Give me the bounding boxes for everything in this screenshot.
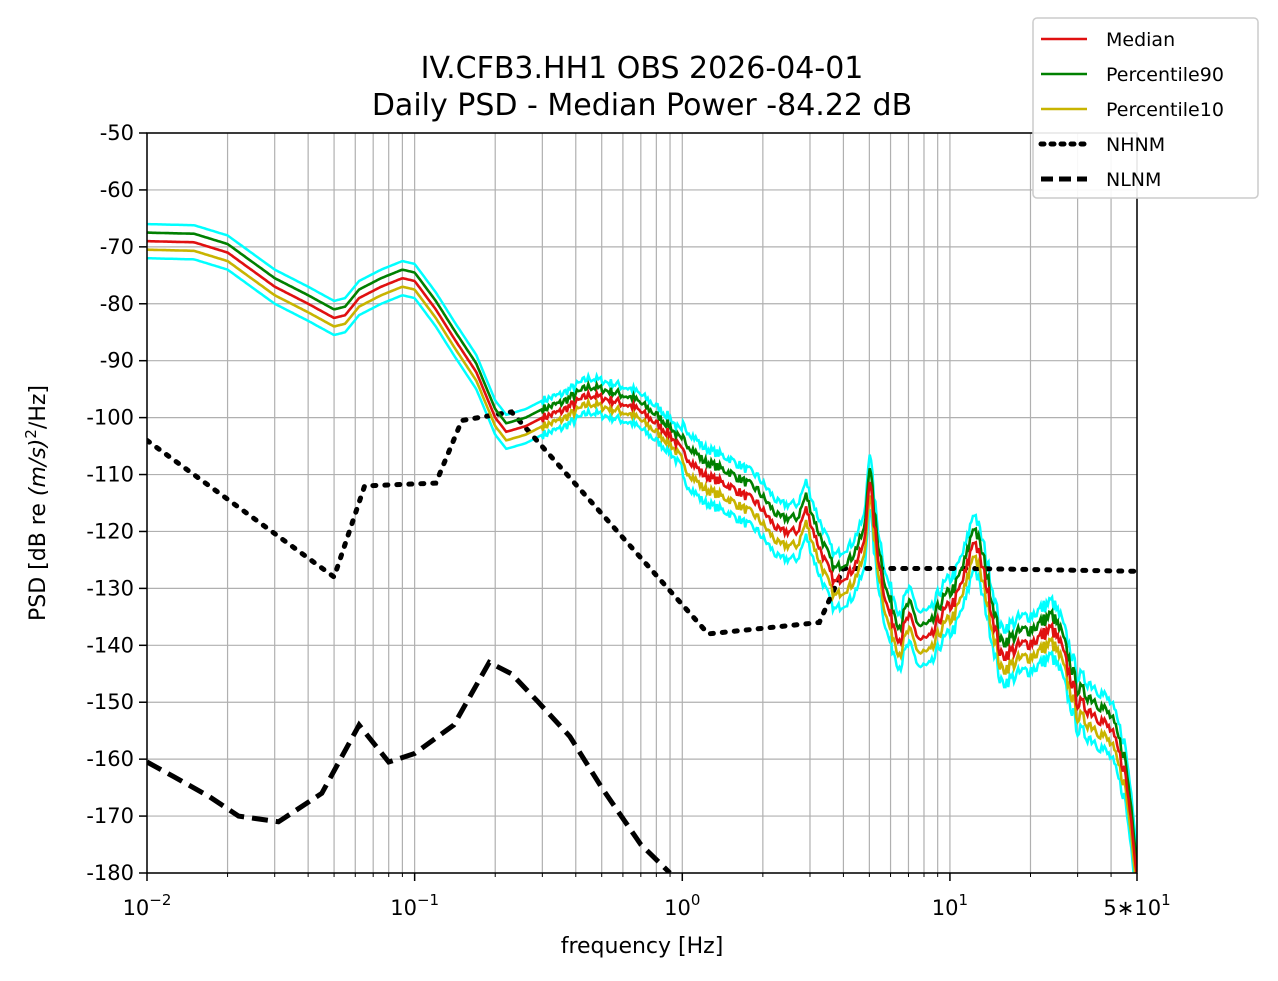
- x-tick-label-0: 10−2: [123, 891, 172, 920]
- legend-label-percentile90: Percentile90: [1106, 64, 1224, 86]
- chart-title-line1: IV.CFB3.HH1 OBS 2026-04-01: [421, 51, 864, 86]
- series-line-percentile10: [147, 248, 1137, 873]
- y-tick-label-8: -130: [86, 576, 134, 600]
- y-tick-label-3: -80: [100, 292, 134, 316]
- x-tick-exp-0: −2: [149, 891, 171, 909]
- y-axis-label-exp: 2: [22, 429, 40, 439]
- series-line-nhnm: [147, 409, 1137, 637]
- legend-label-nhnm: NHNM: [1106, 134, 1165, 156]
- y-axis-label-suffix: /Hz]: [26, 385, 51, 429]
- y-tick-label-9: -140: [86, 633, 134, 657]
- y-tick-label-5: -100: [86, 406, 134, 430]
- envelope-lower-line: [147, 256, 1135, 873]
- x-axis-label: frequency [Hz]: [561, 934, 724, 959]
- legend-label-median: Median: [1106, 29, 1175, 51]
- y-tick-label-11: -160: [86, 747, 134, 771]
- x-tick-exp-4: 1: [1161, 891, 1171, 909]
- legend: Median Percentile90 Percentile10 NHNM NLNM: [1032, 17, 1259, 199]
- y-tick-label-0: -50: [100, 121, 134, 145]
- y-tick-label-10: -150: [86, 690, 134, 714]
- series-line-nlnm: [147, 659, 672, 873]
- x-tick-exp-2: 0: [691, 891, 701, 909]
- y-tick-label-13: -180: [86, 861, 134, 885]
- x-tick-label-2: 100: [664, 891, 700, 920]
- x-tick-base-4: 5∗10: [1103, 896, 1161, 920]
- y-axis-label-math: (m/s): [26, 439, 51, 496]
- series-line-median: [147, 239, 1137, 873]
- x-ticks: 10−2 10−1 100 101 5∗101: [123, 873, 1171, 920]
- chart-title-line2: Daily PSD - Median Power -84.22 dB: [372, 88, 912, 123]
- plot-frame: [146, 132, 1138, 874]
- legend-label-percentile10: Percentile10: [1106, 99, 1224, 121]
- x-tick-base-3: 10: [932, 896, 959, 920]
- y-tick-label-6: -110: [86, 463, 134, 487]
- y-axis-label-prefix: PSD [dB re: [26, 496, 51, 621]
- envelope-upper-line: [147, 222, 1137, 848]
- y-tick-label-7: -120: [86, 519, 134, 543]
- y-tick-label-2: -70: [100, 235, 134, 259]
- series-line-percentile90: [147, 231, 1137, 862]
- x-tick-label-1: 10−1: [390, 891, 439, 920]
- x-tick-exp-1: −1: [417, 891, 439, 909]
- x-tick-base-2: 10: [664, 896, 691, 920]
- y-tick-label-12: -170: [86, 804, 134, 828]
- y-axis-label: PSD [dB re (m/s)2/Hz]: [22, 385, 51, 621]
- x-tick-base-0: 10: [123, 896, 150, 920]
- x-tick-exp-3: 1: [959, 891, 969, 909]
- y-tick-label-1: -60: [100, 178, 134, 202]
- grid: [146, 132, 1138, 874]
- x-tick-label-3: 101: [932, 891, 968, 920]
- y-tick-label-4: -90: [100, 349, 134, 373]
- legend-label-nlnm: NLNM: [1106, 169, 1161, 191]
- legend-box: [1032, 17, 1259, 199]
- x-tick-base-1: 10: [390, 896, 417, 920]
- x-tick-label-4: 5∗101: [1103, 891, 1170, 920]
- y-ticks: -50 -60 -70 -80 -90 -100 -110 -120 -130 -140 -150 -…: [86, 121, 147, 885]
- plot-area: [147, 222, 1137, 873]
